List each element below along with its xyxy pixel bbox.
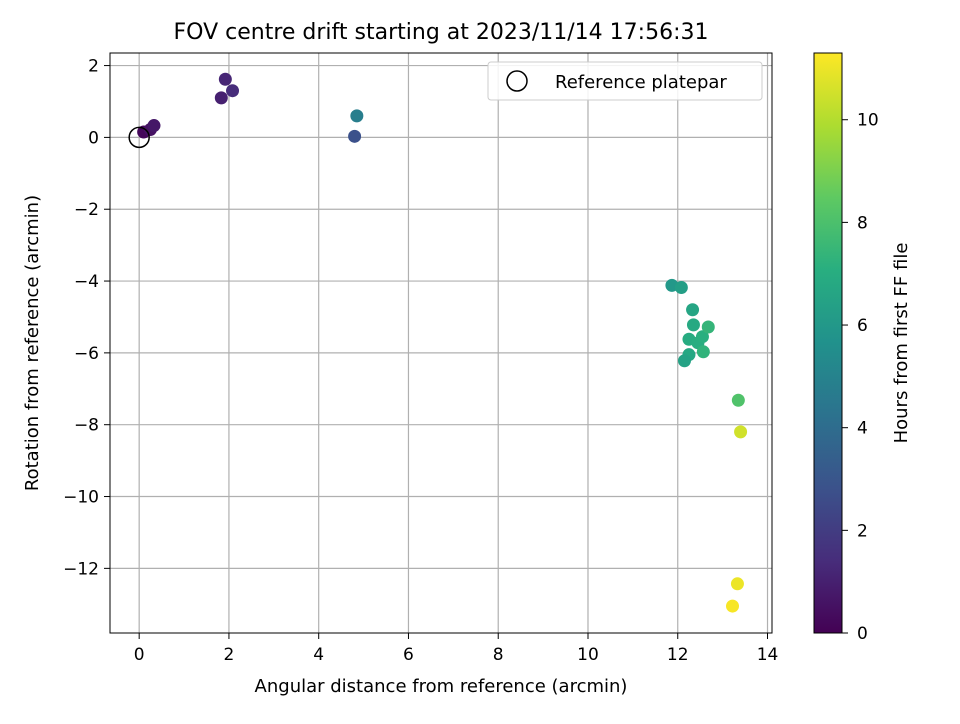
colorbar-tick-label: 4 xyxy=(857,419,868,439)
grid-lines xyxy=(110,53,772,633)
legend-marker-icon xyxy=(506,70,528,92)
data-point xyxy=(226,84,240,98)
colorbar-ticks: 0 2 4 6 8 10 xyxy=(842,111,879,644)
data-point xyxy=(348,129,362,143)
x-tick-label: 14 xyxy=(757,645,779,665)
reference-marker xyxy=(128,126,150,149)
data-point xyxy=(695,330,709,344)
y-tick-label: −8 xyxy=(74,416,99,436)
x-axis-label: Angular distance from reference (arcmin) xyxy=(255,676,628,697)
colorbar xyxy=(813,52,843,634)
data-points xyxy=(137,72,748,613)
x-tick-label: 0 xyxy=(134,645,145,665)
y-tick-label: −4 xyxy=(74,272,99,292)
y-tick-label: −6 xyxy=(74,344,99,364)
data-point xyxy=(677,354,691,368)
plot-frame xyxy=(109,52,773,634)
data-point xyxy=(218,72,232,86)
data-point xyxy=(214,91,228,105)
colorbar-tick-label: 2 xyxy=(857,521,868,541)
data-point xyxy=(734,425,748,439)
data-point xyxy=(701,320,715,334)
x-tick-label: 10 xyxy=(577,645,599,665)
legend-label: Reference platepar xyxy=(555,72,727,93)
data-point xyxy=(686,318,700,332)
x-tick-label: 2 xyxy=(224,645,235,665)
colorbar-tick-label: 8 xyxy=(857,213,868,233)
y-tick-label: 0 xyxy=(88,128,99,148)
chart-title: FOV centre drift starting at 2023/11/14 … xyxy=(174,20,709,45)
legend: Reference platepar xyxy=(487,61,763,101)
colorbar-tick-label: 0 xyxy=(857,624,868,644)
colorbar-label: Hours from first FF file xyxy=(891,243,912,444)
data-point xyxy=(730,577,744,591)
x-tick-label: 6 xyxy=(403,645,414,665)
x-tick-label: 12 xyxy=(667,645,689,665)
colorbar-tick-label: 6 xyxy=(857,316,868,336)
colorbar-tick-label: 10 xyxy=(857,111,879,131)
data-point xyxy=(731,393,745,407)
axis-ticks: 0 2 4 6 8 10 12 14 2 0 −2 −4 −6 −8 −10 −12 xyxy=(63,57,778,665)
data-point xyxy=(696,345,710,359)
x-tick-label: 8 xyxy=(493,645,504,665)
data-point xyxy=(674,281,688,295)
y-axis-label: Rotation from reference (arcmin) xyxy=(22,195,43,491)
y-tick-label: 2 xyxy=(88,57,99,77)
y-tick-label: −12 xyxy=(63,559,99,579)
data-point xyxy=(350,109,364,123)
x-tick-label: 4 xyxy=(313,645,324,665)
data-point xyxy=(147,119,161,133)
reference-platepar-point xyxy=(128,126,150,149)
data-point xyxy=(686,303,700,317)
legend-box xyxy=(487,61,763,101)
data-point xyxy=(726,599,740,613)
y-tick-label: −2 xyxy=(74,200,99,220)
y-tick-label: −10 xyxy=(63,488,99,508)
